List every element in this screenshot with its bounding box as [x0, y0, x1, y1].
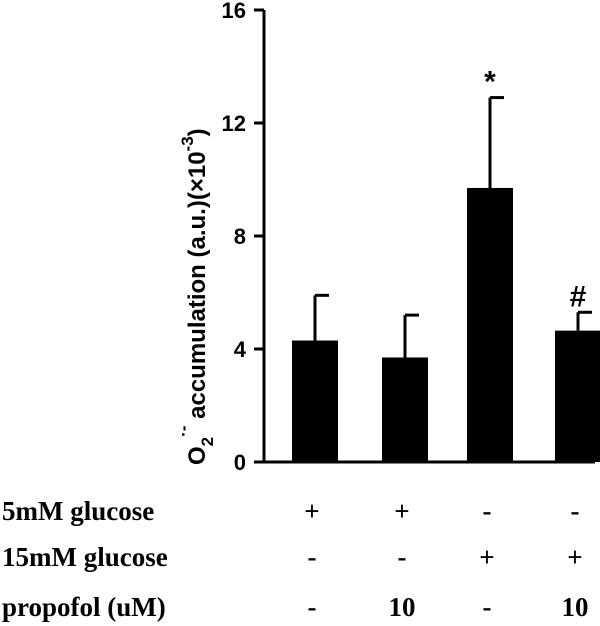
condition-cell: + [567, 542, 582, 572]
significance-annotations: *# [484, 66, 587, 314]
y-tick-label: 12 [222, 111, 246, 136]
condition-row-label: propofol (uM) [2, 592, 166, 622]
ylabel-superscript: ·- [174, 426, 193, 437]
condition-cell: + [479, 542, 494, 572]
y-tick-label: 0 [234, 450, 246, 475]
error-bars [313, 96, 592, 358]
ylabel-multiplier: ×10 [184, 151, 211, 192]
bar [555, 330, 600, 462]
ylabel-o: O [184, 446, 211, 465]
condition-cell: + [394, 496, 409, 526]
condition-table: 5mM glucose + + - - 15mM glucose - - + + propofol … [2, 496, 589, 622]
condition-cell: - [483, 496, 492, 526]
ylabel-close: ) [184, 128, 211, 136]
condition-cell: - [308, 592, 317, 622]
condition-cell: - [308, 542, 317, 572]
condition-cell: 10 [562, 592, 589, 622]
condition-row-label: 15mM glucose [2, 542, 168, 572]
ylabel-subscript: 2 [198, 437, 217, 446]
condition-cell: + [304, 496, 319, 526]
bar [467, 187, 513, 462]
condition-cell: - [571, 496, 580, 526]
y-tick-label: 8 [234, 224, 246, 249]
bar [292, 340, 338, 462]
condition-cell: - [483, 592, 492, 622]
bar [382, 357, 428, 462]
ylabel-exponent: -3 [178, 136, 197, 151]
y-axis-label: O2 ·- accumulation (a.u.)(×10-3) [174, 128, 217, 465]
ylabel-text: accumulation (a.u.)( [184, 192, 211, 425]
condition-cell: 10 [389, 592, 416, 622]
y-tick-label: 4 [234, 337, 247, 362]
significance-mark: # [570, 280, 587, 313]
y-tick-label: 16 [222, 0, 246, 23]
significance-mark: * [484, 66, 496, 99]
condition-cell: - [398, 542, 407, 572]
condition-row-label: 5mM glucose [2, 496, 154, 526]
bars [292, 187, 600, 462]
y-axis-title: O2 ·- accumulation (a.u.)(×10-3) [174, 128, 217, 465]
